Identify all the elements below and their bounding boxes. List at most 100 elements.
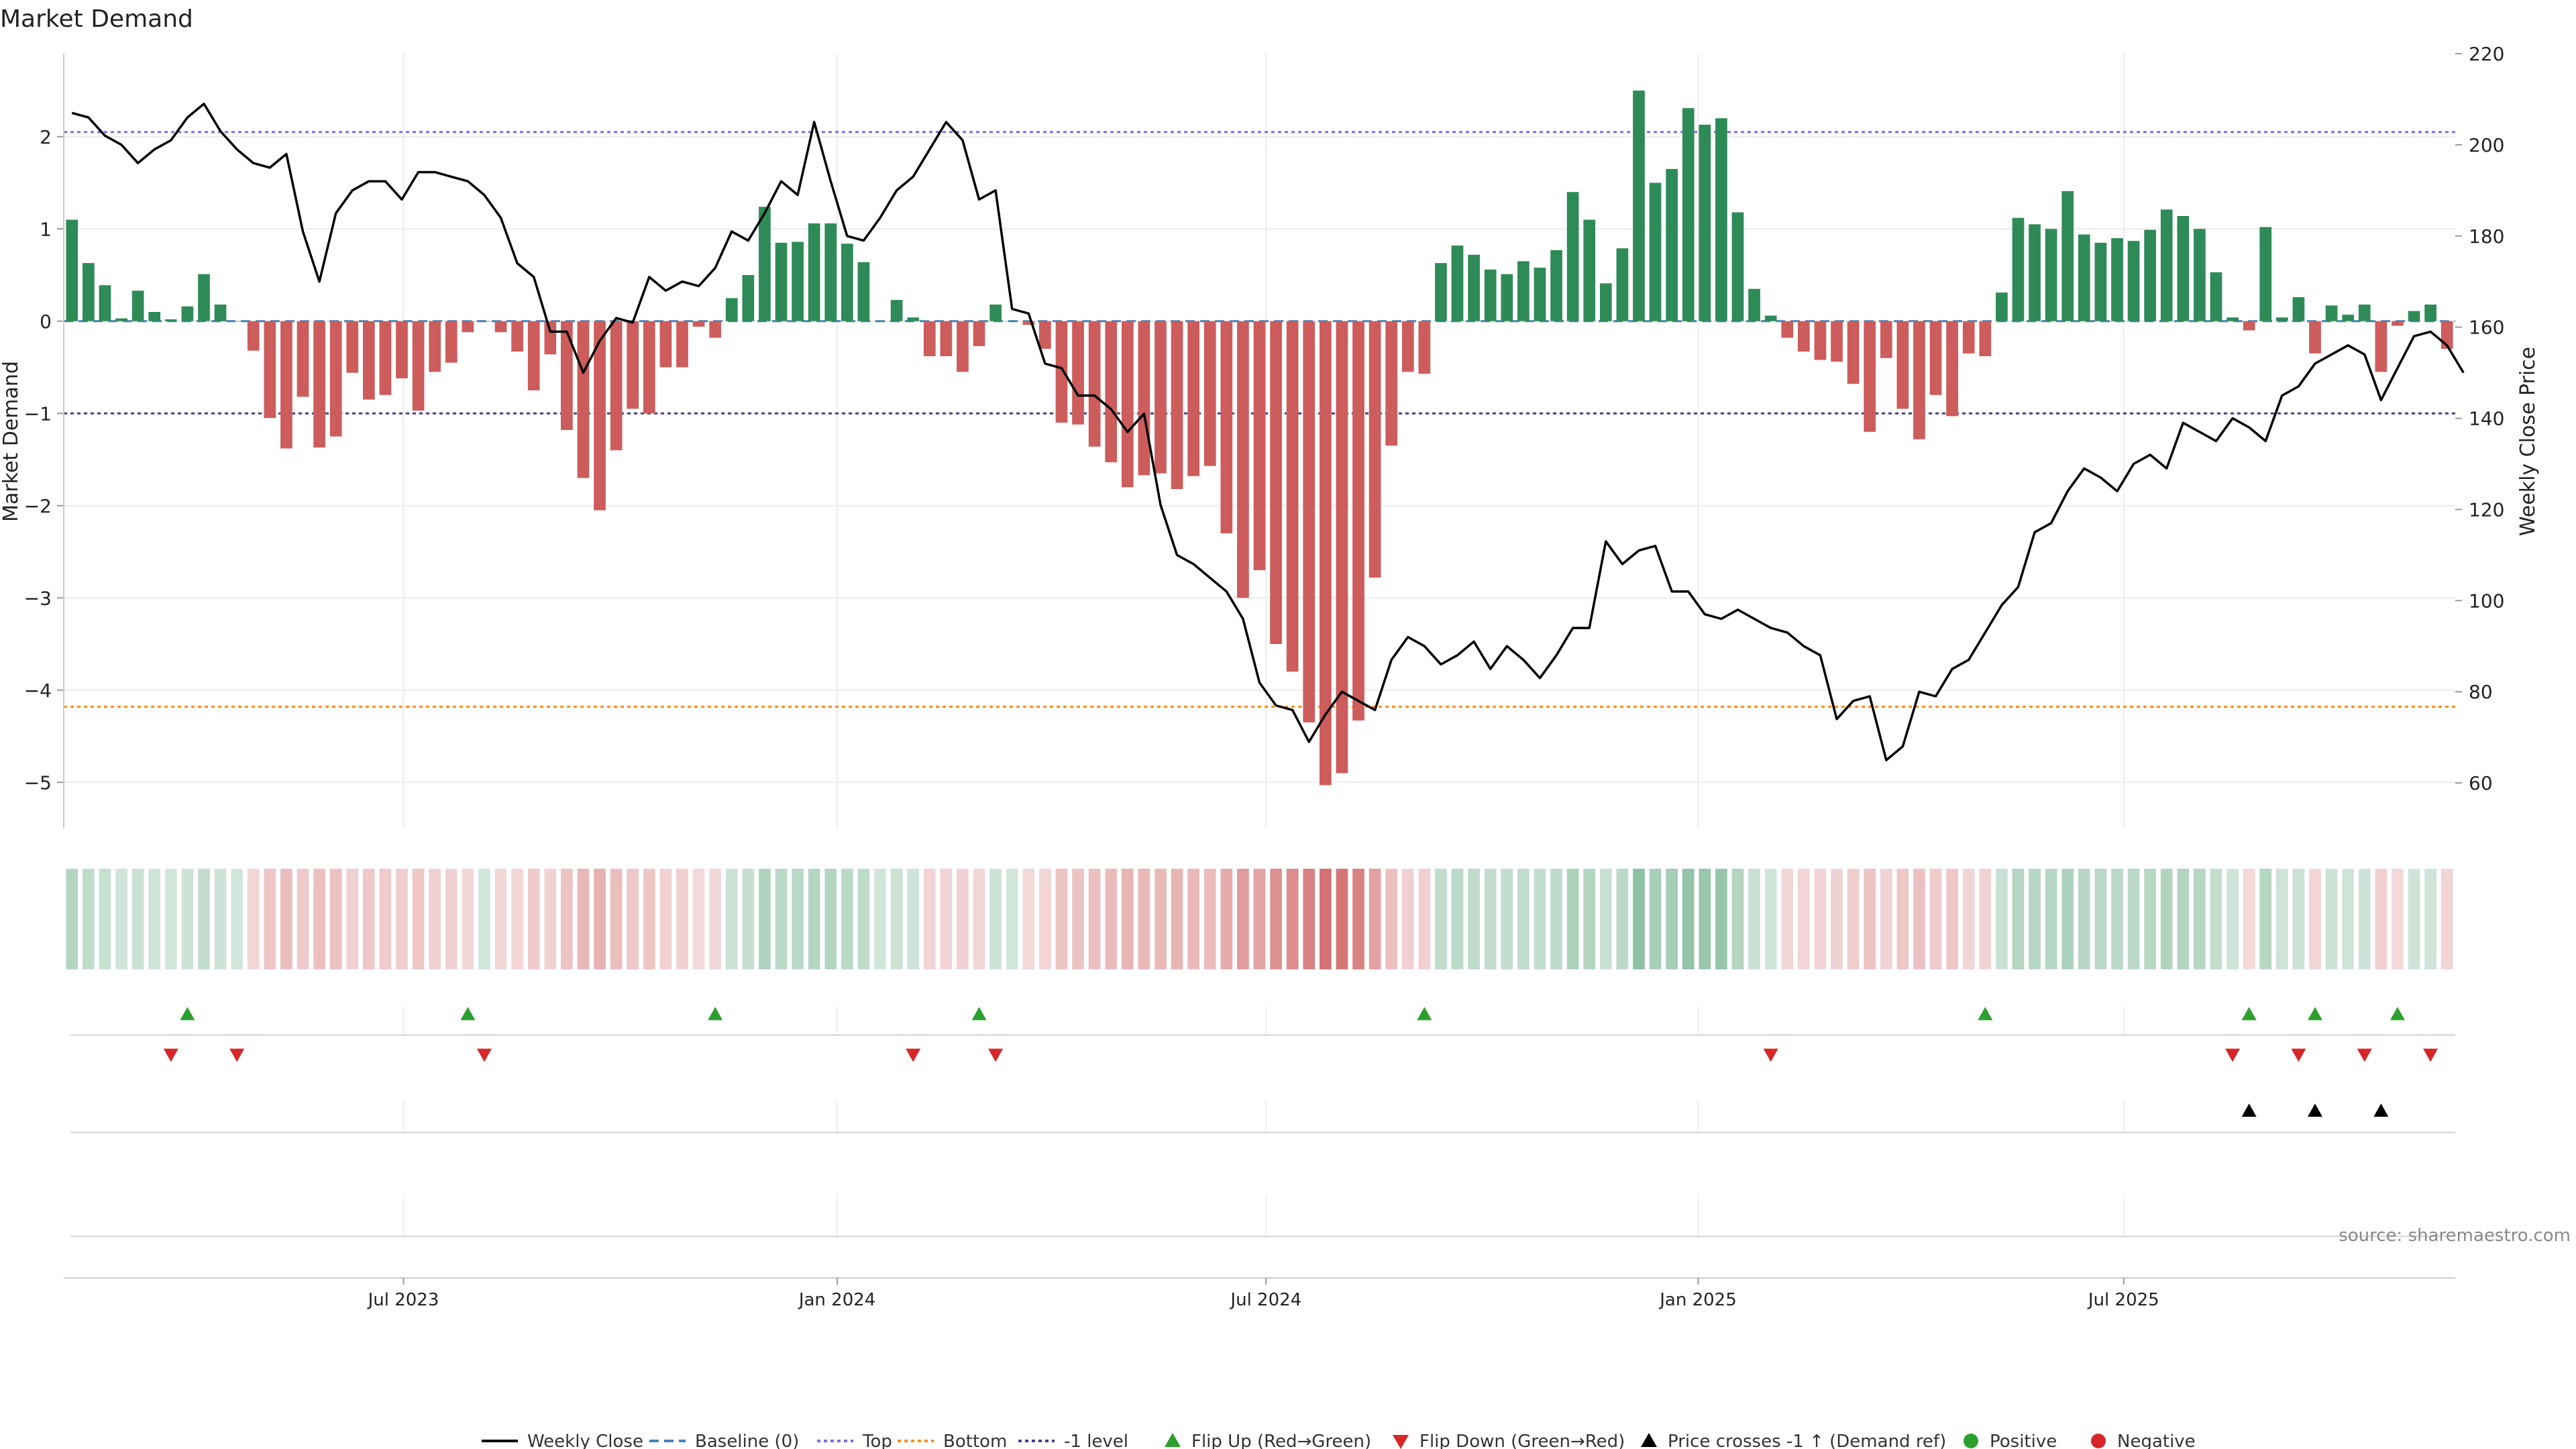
- y-left-tick-label: −1: [24, 402, 52, 425]
- heat-strip-cell: [1155, 869, 1167, 969]
- heat-strip-cell: [1797, 869, 1810, 969]
- demand-bar: [280, 321, 292, 449]
- demand-bar: [742, 275, 755, 321]
- heat-strip-cell: [1781, 869, 1794, 969]
- heat-strip-cell: [1171, 869, 1183, 969]
- demand-bar: [1468, 254, 1480, 321]
- heat-strip-cell: [2194, 869, 2206, 969]
- demand-bar: [2012, 217, 2025, 321]
- heat-strip-cell: [2210, 869, 2222, 969]
- demand-bar: [1731, 212, 1744, 321]
- flip-down-marker: [2357, 1049, 2372, 1062]
- heat-strip-cell: [1138, 869, 1150, 969]
- demand-bar: [2292, 297, 2305, 321]
- heat-strip-cell: [857, 869, 870, 969]
- chart-title: Market Demand: [0, 5, 193, 33]
- heat-strip-cell: [1105, 869, 1118, 969]
- demand-bar: [462, 321, 474, 333]
- legend-label: Bottom: [943, 1432, 1007, 1449]
- y-right-tick-label: 100: [2469, 590, 2504, 612]
- demand-bar: [214, 305, 227, 321]
- demand-bar: [445, 321, 458, 363]
- weekly-close-line-layer: [71, 102, 2465, 761]
- heat-strip-cell: [1385, 869, 1398, 969]
- demand-bar: [1715, 118, 1727, 321]
- demand-bar: [2127, 241, 2140, 321]
- demand-bar: [1303, 321, 1316, 722]
- heat-strip-cell: [890, 869, 903, 969]
- heat-strip-cell: [561, 869, 573, 969]
- legend-label: -1 level: [1064, 1432, 1128, 1449]
- demand-bar: [1220, 321, 1233, 533]
- heat-strip-cell: [2309, 869, 2321, 969]
- heat-strip-cell: [2358, 869, 2371, 969]
- demand-bar: [1368, 321, 1381, 578]
- heat-strip-cell: [709, 869, 722, 969]
- demand-bar: [2194, 229, 2206, 321]
- heat-strip-cell: [1748, 869, 1760, 969]
- demand-bar: [1831, 321, 1843, 362]
- heat-strip-cell: [973, 869, 985, 969]
- flip-down-marker: [2291, 1049, 2306, 1062]
- demand-bar: [874, 321, 886, 322]
- demand-bar: [396, 321, 408, 378]
- heat-strip-cell: [923, 869, 936, 969]
- heat-strip-cell: [412, 869, 425, 969]
- demand-bar: [247, 321, 260, 351]
- heat-strip-cell: [1913, 869, 1925, 969]
- heat-strip-cell: [594, 869, 606, 969]
- heat-strip-cell: [907, 869, 920, 969]
- demand-bars: [66, 91, 2453, 786]
- demand-bar: [594, 321, 606, 511]
- heat-strip-cell: [544, 869, 557, 969]
- demand-bar: [1616, 248, 1629, 321]
- heat-strip-cell: [940, 869, 953, 969]
- demand-bar: [148, 312, 161, 321]
- y-right-tick-label: 180: [2469, 225, 2504, 248]
- demand-bar: [494, 321, 507, 333]
- demand-bar: [1022, 321, 1035, 325]
- demand-bar: [808, 223, 820, 321]
- demand-bar: [2325, 305, 2338, 321]
- heat-strip-cell: [445, 869, 458, 969]
- demand-bar: [2144, 229, 2157, 321]
- demand-bar: [1435, 263, 1447, 321]
- demand-bar: [231, 321, 244, 322]
- y-right-tick-label: 160: [2469, 317, 2504, 339]
- flip-up-marker: [460, 1007, 476, 1020]
- heat-strip-cell: [1270, 869, 1282, 969]
- heat-strip-cell: [83, 869, 95, 969]
- demand-bar: [1996, 292, 2008, 321]
- axes: 2 1 0 −1 −2 −3 −4 −5 220 200 180 160 140 120 100 80 60: [24, 43, 2504, 828]
- heat-strip-cell: [808, 869, 820, 969]
- heat-strip-cell: [2259, 869, 2272, 969]
- legend-label: Flip Down (Green→Red): [1419, 1432, 1625, 1449]
- x-axis-tick-label: Jul 2023: [367, 1290, 439, 1310]
- demand-bar: [1764, 315, 1777, 321]
- heat-strip-cell: [1484, 869, 1497, 969]
- heat-strip-cell: [329, 869, 342, 969]
- demand-bar: [1039, 321, 1051, 349]
- x-axis: Jul 2023 Jan 2024 Jul 2024 Jan 2025 Jul 2025: [64, 1277, 2455, 1310]
- demand-bar: [857, 262, 870, 321]
- y-left-tick-label: 1: [40, 218, 52, 240]
- demand-bar: [627, 321, 639, 409]
- demand-bar: [1385, 321, 1398, 446]
- heat-strip-cell: [1962, 869, 1975, 969]
- demand-bar: [115, 318, 127, 321]
- heat-strip-cell: [1880, 869, 1892, 969]
- heat-strip-cell: [1006, 869, 1018, 969]
- flip-up-marker: [1978, 1007, 1993, 1020]
- flip-down-marker: [2225, 1049, 2241, 1062]
- heat-strip-cell: [2408, 869, 2420, 969]
- demand-bar: [1401, 321, 1414, 372]
- heat-strip-cell: [214, 869, 227, 969]
- heat-strip-cell: [264, 869, 276, 969]
- demand-bar: [561, 321, 573, 430]
- demand-bar: [1501, 274, 1513, 321]
- demand-bar: [1649, 182, 1662, 321]
- heat-strip-cell: [2078, 869, 2090, 969]
- heat-strip-cell: [1203, 869, 1216, 969]
- demand-bar: [2259, 227, 2272, 321]
- heat-strip-cell: [511, 869, 523, 969]
